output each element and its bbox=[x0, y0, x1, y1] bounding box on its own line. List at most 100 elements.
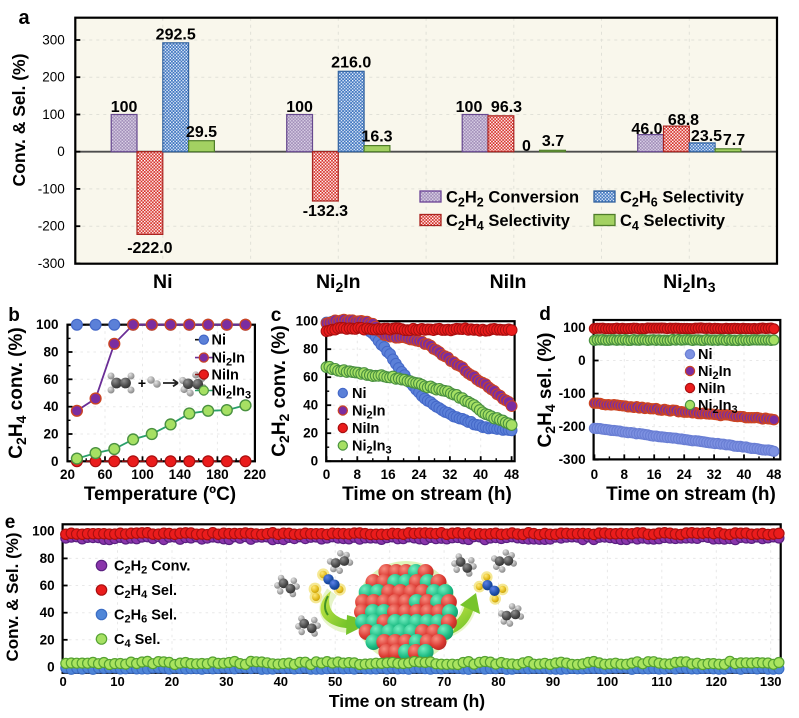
svg-text:Temperature (ºC): Temperature (ºC) bbox=[84, 484, 236, 505]
svg-text:NiIn: NiIn bbox=[490, 271, 527, 293]
svg-text:Ni2In: Ni2In bbox=[212, 351, 246, 369]
svg-text:-222.0: -222.0 bbox=[127, 240, 172, 257]
svg-text:0: 0 bbox=[47, 660, 55, 675]
svg-text:16: 16 bbox=[381, 467, 397, 482]
svg-text:130: 130 bbox=[760, 674, 782, 689]
svg-text:60: 60 bbox=[40, 578, 55, 593]
svg-text:40: 40 bbox=[43, 399, 58, 414]
svg-text:100: 100 bbox=[111, 99, 138, 116]
svg-text:100: 100 bbox=[286, 99, 313, 116]
svg-text:29.5: 29.5 bbox=[186, 124, 217, 141]
svg-text:-300: -300 bbox=[38, 256, 65, 271]
svg-text:100: 100 bbox=[563, 320, 586, 335]
svg-text:20: 20 bbox=[40, 632, 55, 647]
svg-text:32: 32 bbox=[442, 467, 457, 482]
svg-text:0: 0 bbox=[578, 353, 586, 368]
svg-text:Ni2In3: Ni2In3 bbox=[698, 398, 738, 416]
svg-text:40: 40 bbox=[303, 398, 318, 413]
svg-text:0: 0 bbox=[522, 138, 531, 155]
svg-text:C4 Sel.: C4 Sel. bbox=[114, 632, 160, 650]
svg-text:70: 70 bbox=[437, 674, 451, 689]
svg-text:60: 60 bbox=[97, 467, 112, 482]
svg-text:-132.3: -132.3 bbox=[303, 203, 348, 220]
svg-text:40: 40 bbox=[736, 467, 751, 482]
svg-text:120: 120 bbox=[705, 674, 727, 689]
svg-text:NiIn: NiIn bbox=[352, 421, 379, 437]
svg-text:-300: -300 bbox=[559, 452, 586, 467]
svg-text:C2H6 Selectivity: C2H6 Selectivity bbox=[620, 189, 745, 210]
svg-text:100: 100 bbox=[597, 674, 619, 689]
svg-text:80: 80 bbox=[303, 342, 318, 357]
svg-text:C4 Selectivity: C4 Selectivity bbox=[620, 212, 726, 233]
svg-text:C2H4 Selectivity: C2H4 Selectivity bbox=[446, 212, 571, 233]
svg-text:c: c bbox=[271, 305, 282, 326]
svg-text:C2H2 conv. (%): C2H2 conv. (%) bbox=[269, 325, 292, 456]
svg-text:8: 8 bbox=[621, 467, 629, 482]
svg-text:e: e bbox=[5, 512, 16, 533]
svg-text:10: 10 bbox=[110, 674, 124, 689]
svg-text:216.0: 216.0 bbox=[331, 55, 371, 72]
svg-text:100: 100 bbox=[131, 467, 154, 482]
svg-text:200: 200 bbox=[42, 70, 65, 85]
svg-text:0: 0 bbox=[311, 454, 319, 469]
svg-text:80: 80 bbox=[43, 345, 58, 360]
svg-text:0: 0 bbox=[57, 144, 65, 159]
svg-text:b: b bbox=[8, 305, 20, 326]
svg-text:Ni2In: Ni2In bbox=[698, 364, 732, 382]
svg-text:60: 60 bbox=[382, 674, 396, 689]
svg-text:50: 50 bbox=[328, 674, 342, 689]
svg-text:100: 100 bbox=[32, 524, 55, 539]
svg-text:32: 32 bbox=[707, 467, 722, 482]
svg-text:40: 40 bbox=[274, 674, 288, 689]
svg-text:C2H4 conv. (%): C2H4 conv. (%) bbox=[6, 327, 29, 458]
svg-text:7.7: 7.7 bbox=[723, 132, 745, 149]
svg-text:20: 20 bbox=[43, 427, 58, 442]
svg-text:C2H2 Conv.: C2H2 Conv. bbox=[114, 559, 190, 577]
svg-text:C2H2 Conversion: C2H2 Conversion bbox=[446, 189, 579, 210]
svg-text:0: 0 bbox=[51, 454, 59, 469]
svg-text:90: 90 bbox=[546, 674, 560, 689]
svg-text:a: a bbox=[18, 7, 30, 29]
svg-text:60: 60 bbox=[43, 372, 58, 387]
svg-text:80: 80 bbox=[40, 551, 55, 566]
svg-text:Ni2In3: Ni2In3 bbox=[352, 439, 392, 457]
svg-text:-200: -200 bbox=[38, 219, 65, 234]
svg-text:Ni2In: Ni2In bbox=[352, 404, 386, 422]
svg-text:48: 48 bbox=[766, 467, 782, 482]
svg-text:Ni: Ni bbox=[153, 271, 173, 293]
svg-text:40: 40 bbox=[40, 605, 55, 620]
svg-text:Ni2In3: Ni2In3 bbox=[212, 384, 252, 402]
svg-text:48: 48 bbox=[504, 467, 520, 482]
svg-text:0: 0 bbox=[591, 467, 599, 482]
svg-text:100: 100 bbox=[296, 314, 319, 329]
svg-text:16: 16 bbox=[647, 467, 663, 482]
svg-text:Ni2In: Ni2In bbox=[316, 271, 361, 295]
svg-text:100: 100 bbox=[42, 107, 65, 122]
svg-text:Ni: Ni bbox=[698, 347, 713, 363]
svg-text:Conv. & Sel. (%): Conv. & Sel. (%) bbox=[9, 54, 29, 187]
svg-text:NiIn: NiIn bbox=[212, 368, 239, 384]
svg-text:C2H6 Sel.: C2H6 Sel. bbox=[114, 608, 177, 626]
svg-text:292.5: 292.5 bbox=[156, 27, 196, 44]
svg-text:60: 60 bbox=[303, 370, 318, 385]
svg-text:180: 180 bbox=[206, 467, 229, 482]
svg-text:NiIn: NiIn bbox=[698, 381, 725, 397]
svg-text:24: 24 bbox=[677, 467, 693, 482]
svg-text:220: 220 bbox=[244, 467, 267, 482]
svg-text:300: 300 bbox=[42, 33, 65, 48]
svg-text:8: 8 bbox=[354, 467, 362, 482]
svg-text:Ni: Ni bbox=[352, 386, 367, 402]
svg-text:68.8: 68.8 bbox=[668, 112, 699, 129]
svg-text:Ni2In3: Ni2In3 bbox=[663, 271, 716, 295]
svg-text:100: 100 bbox=[456, 99, 483, 116]
svg-text:110: 110 bbox=[651, 674, 672, 689]
svg-text:140: 140 bbox=[169, 467, 192, 482]
svg-text:40: 40 bbox=[473, 467, 488, 482]
svg-text:0: 0 bbox=[59, 674, 66, 689]
svg-text:+: + bbox=[138, 375, 146, 391]
svg-text:100: 100 bbox=[36, 317, 59, 332]
svg-text:-100: -100 bbox=[38, 181, 65, 196]
svg-text:80: 80 bbox=[491, 674, 505, 689]
svg-text:0: 0 bbox=[323, 467, 331, 482]
svg-text:46.0: 46.0 bbox=[631, 121, 662, 138]
